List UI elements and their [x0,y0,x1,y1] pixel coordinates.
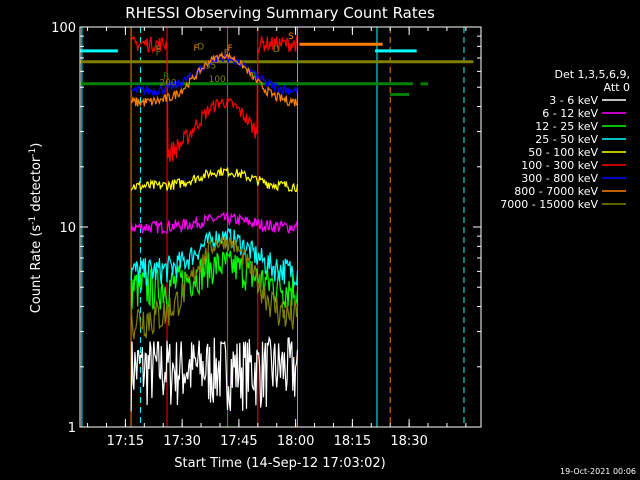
annotation-9: R [250,72,256,82]
annotation-2: F [228,44,233,54]
series-line-1 [130,211,299,235]
x-tick-label-4: 18:15 [334,434,371,449]
y-axis-label: Count Rate (s-1 detector-1) [28,143,44,314]
series-line-0 [130,335,299,412]
annotation-6: F [156,49,161,59]
chart-title: RHESSI Observing Summary Count Rates [125,4,435,22]
series-3 [130,227,299,287]
series-4 [130,167,299,193]
series-line-5 [130,35,298,163]
legend-label-4: 50 - 100 keV [528,146,598,159]
x-tick-label-1: 17:30 [163,434,200,449]
series-0 [130,335,299,412]
annotation-8: R [163,72,169,82]
series-line-2 [130,250,299,311]
legend-label-8: 7000 - 15000 keV [500,198,598,211]
annotation-12: 200 [159,78,176,88]
timestamp: 19-Oct-2021 00:06 [560,467,636,476]
legend-label-6: 300 - 800 keV [521,172,598,185]
x-tick-label-0: 17:15 [107,434,144,449]
legend-label-3: 25 - 50 keV [535,133,598,146]
annotation-11: 100 [209,75,226,85]
legend-label-7: 800 - 7000 keV [514,185,598,198]
series-line-4 [130,167,299,193]
y-tick-label-1: 10 [59,221,76,236]
legend-label-2: 12 - 25 keV [535,120,598,133]
series-6 [130,52,299,96]
legend-header-1: Att 0 [604,81,630,94]
series-line-8 [130,236,299,340]
series-1 [130,211,299,235]
series-line-3 [130,227,299,287]
annotation-1: D [273,45,280,55]
annotation-5: F [156,45,161,55]
legend-label-0: 3 - 6 keV [549,94,598,107]
x-tick-label-5: 18:30 [390,434,427,449]
annotation-4: F [193,44,198,54]
legend-header-0: Det 1,3,5,6,9, [554,68,630,81]
x-axis-label: Start Time (14-Sep-12 17:03:02) [174,456,385,471]
series-8 [130,236,299,340]
legend-label-5: 100 - 300 keV [521,159,598,172]
annotation-0: S [288,32,294,42]
y-tick-label-2: 100 [51,21,76,36]
series-line-7 [130,50,298,108]
annotation-10: 35 [205,62,216,72]
axes: 17:15 17:30 17:45 18:00 18:15 18:30 1 10 100 [51,21,482,449]
series-2 [130,250,299,311]
y-tick-label-0: 1 [68,421,76,436]
annotation-3: F [224,49,229,59]
legend-label-1: 6 - 12 keV [542,107,598,120]
annotation-7: D [197,43,204,53]
series-line-6 [130,52,299,96]
series-7 [130,50,298,108]
x-tick-label-2: 17:45 [220,434,257,449]
series-5 [130,35,298,163]
x-tick-label-3: 18:00 [277,434,314,449]
